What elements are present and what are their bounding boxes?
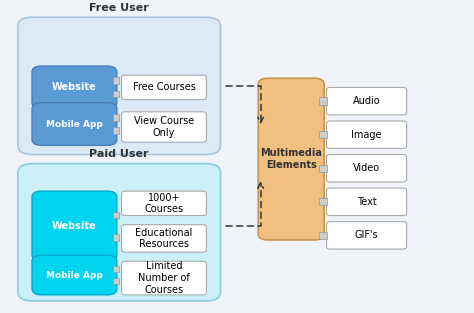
Text: Paid User: Paid User bbox=[90, 149, 149, 159]
FancyBboxPatch shape bbox=[327, 188, 407, 216]
FancyBboxPatch shape bbox=[327, 222, 407, 249]
Bar bbox=[113, 127, 118, 134]
Bar bbox=[319, 198, 327, 205]
Bar bbox=[319, 165, 327, 172]
Text: Free User: Free User bbox=[89, 3, 149, 13]
Text: Audio: Audio bbox=[353, 96, 381, 106]
FancyBboxPatch shape bbox=[32, 255, 117, 295]
FancyBboxPatch shape bbox=[18, 164, 220, 301]
FancyBboxPatch shape bbox=[327, 155, 407, 182]
Text: Free Courses: Free Courses bbox=[133, 82, 195, 92]
FancyBboxPatch shape bbox=[121, 112, 206, 142]
Bar bbox=[113, 234, 118, 241]
Text: Video: Video bbox=[353, 163, 380, 173]
Text: View Course
Only: View Course Only bbox=[134, 116, 194, 138]
FancyBboxPatch shape bbox=[327, 121, 407, 148]
FancyBboxPatch shape bbox=[32, 66, 117, 109]
Bar bbox=[113, 212, 118, 218]
Bar bbox=[113, 114, 118, 121]
Text: 1000+
Courses: 1000+ Courses bbox=[145, 192, 183, 214]
Text: Website: Website bbox=[52, 82, 97, 92]
FancyBboxPatch shape bbox=[258, 78, 324, 240]
Text: Educational
Resources: Educational Resources bbox=[135, 228, 192, 249]
Text: Website: Website bbox=[52, 221, 97, 231]
Bar bbox=[113, 278, 118, 285]
FancyBboxPatch shape bbox=[121, 225, 206, 252]
FancyBboxPatch shape bbox=[121, 75, 206, 100]
FancyBboxPatch shape bbox=[121, 261, 206, 295]
FancyBboxPatch shape bbox=[121, 191, 206, 216]
Text: Text: Text bbox=[357, 197, 376, 207]
FancyBboxPatch shape bbox=[32, 191, 117, 261]
Bar bbox=[319, 131, 327, 138]
Bar bbox=[113, 265, 118, 272]
Text: Limited
Number of
Courses: Limited Number of Courses bbox=[138, 261, 190, 295]
Bar bbox=[319, 232, 327, 239]
FancyBboxPatch shape bbox=[18, 17, 220, 155]
FancyBboxPatch shape bbox=[327, 87, 407, 115]
Text: GIF's: GIF's bbox=[355, 230, 378, 240]
Text: Mobile App: Mobile App bbox=[46, 270, 103, 280]
Text: Mobile App: Mobile App bbox=[46, 120, 103, 129]
Text: Multimedia
Elements: Multimedia Elements bbox=[260, 148, 322, 170]
Text: Image: Image bbox=[351, 130, 382, 140]
FancyBboxPatch shape bbox=[32, 103, 117, 145]
Bar bbox=[113, 77, 118, 84]
Bar bbox=[319, 97, 327, 105]
Bar bbox=[113, 91, 118, 97]
